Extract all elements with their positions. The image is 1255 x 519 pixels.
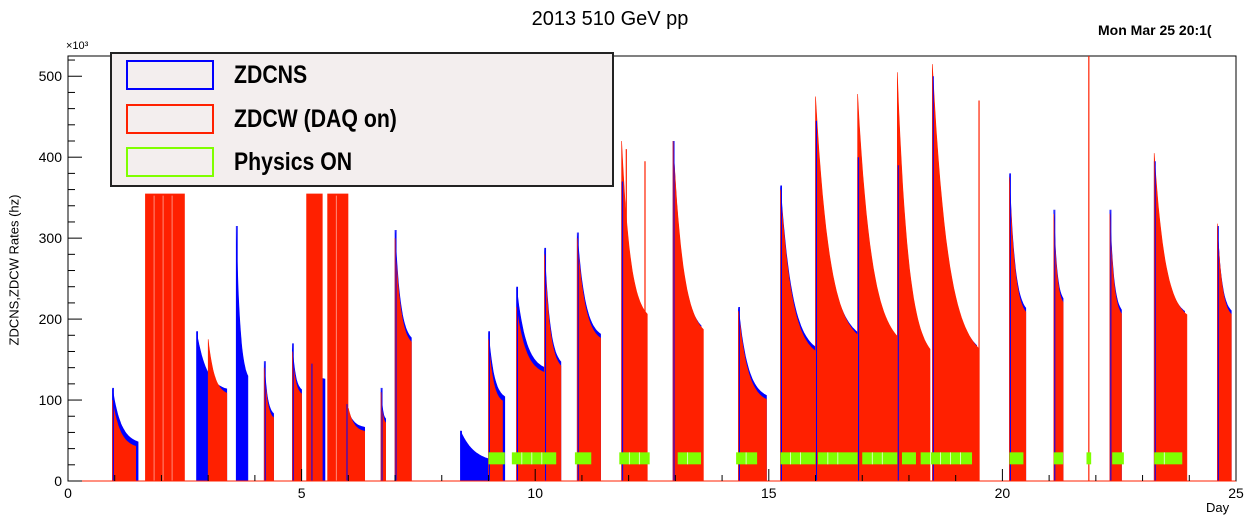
y-tick-label-4: 400	[39, 149, 63, 165]
zdcw-fill-26	[1217, 223, 1232, 482]
physics-on-segment-13	[1086, 452, 1092, 465]
zdcw-fill-11	[516, 306, 545, 482]
zdcw-fill-14	[621, 140, 648, 482]
physics-on-segment-0	[488, 452, 505, 465]
physics-on-segment-1	[511, 452, 557, 465]
x-tick-label-0: 0	[64, 485, 72, 501]
y-axis-title: ZDCNS,ZDCW Rates (hz)	[6, 194, 22, 346]
zdcw-block-5	[306, 193, 323, 481]
x-tick-label-4: 20	[995, 485, 1011, 501]
zdcw-fill-7	[347, 408, 366, 482]
zdcw-fill-12	[544, 254, 562, 482]
zdcw-fill-19	[857, 93, 900, 482]
x-tick-label-1: 5	[298, 485, 306, 501]
physics-on-segment-3	[619, 452, 650, 465]
chart-title: 2013 510 GeV pp	[531, 8, 689, 30]
x-tick-label-2: 10	[527, 485, 543, 501]
legend-label-zdcns: ZDCNS	[234, 60, 308, 89]
y-tick-label-2: 200	[39, 311, 63, 327]
zdcw-fill-9	[394, 238, 412, 482]
zdcw-fill-16	[738, 310, 767, 482]
zdcw-block-6	[327, 193, 349, 481]
physics-on-segment-14	[1112, 452, 1124, 465]
y-tick-label-3: 300	[39, 230, 63, 246]
x-axis-title: Day	[1206, 500, 1230, 515]
physics-on-segment-9	[901, 452, 916, 465]
zdcw-fill-18	[815, 96, 858, 482]
physics-on-segment-11	[1009, 452, 1024, 465]
legend-item-zdcw: ZDCW (DAQ on)	[126, 102, 426, 136]
legend-swatch-physics-on	[126, 147, 214, 177]
zdcw-fill-22	[1009, 177, 1027, 482]
physics-on-segment-4	[677, 452, 702, 465]
zdcw-fill-2	[207, 339, 228, 482]
physics-on-segment-8	[862, 452, 898, 465]
physics-on-segment-15	[1154, 452, 1183, 465]
zdcns-fill-2	[235, 225, 249, 482]
legend-label-zdcw: ZDCW (DAQ on)	[234, 104, 397, 133]
timestamp-label: Mon Mar 25 20:1(	[1098, 22, 1212, 38]
legend-item-zdcns: ZDCNS	[126, 58, 320, 92]
zdcw-fill-13	[576, 238, 601, 482]
zdcw-fill-24	[1109, 213, 1122, 482]
zdcw-fill-0	[112, 399, 136, 482]
x-tick-label-3: 15	[761, 485, 777, 501]
legend: ZDCNS ZDCW (DAQ on) Physics ON	[110, 52, 614, 187]
physics-on-segment-6	[780, 452, 816, 465]
y-tick-label-5: 500	[39, 68, 63, 84]
physics-on-segment-2	[574, 452, 592, 465]
legend-item-physics-on: Physics ON	[126, 145, 373, 179]
zdcw-block-1	[145, 193, 185, 481]
zdcw-fill-17	[780, 189, 816, 482]
zdcw-fill-15	[672, 140, 704, 482]
zdcw-fill-20	[896, 72, 931, 482]
physics-on-segment-10	[920, 452, 973, 465]
y-exponent-label: ×10³	[66, 40, 89, 52]
legend-swatch-zdcw	[126, 104, 214, 134]
zdcw-fill-10	[488, 339, 503, 482]
legend-label-physics-on: Physics ON	[234, 147, 353, 176]
physics-on-segment-12	[1053, 452, 1064, 465]
zdcw-fill-21	[931, 64, 980, 482]
legend-swatch-zdcns	[126, 60, 214, 90]
y-tick-label-0: 0	[54, 473, 62, 489]
physics-on-segment-5	[736, 452, 758, 465]
zdcw-fill-25	[1153, 153, 1188, 482]
y-tick-label-1: 100	[39, 392, 63, 408]
x-tick-label-5: 25	[1228, 485, 1244, 501]
